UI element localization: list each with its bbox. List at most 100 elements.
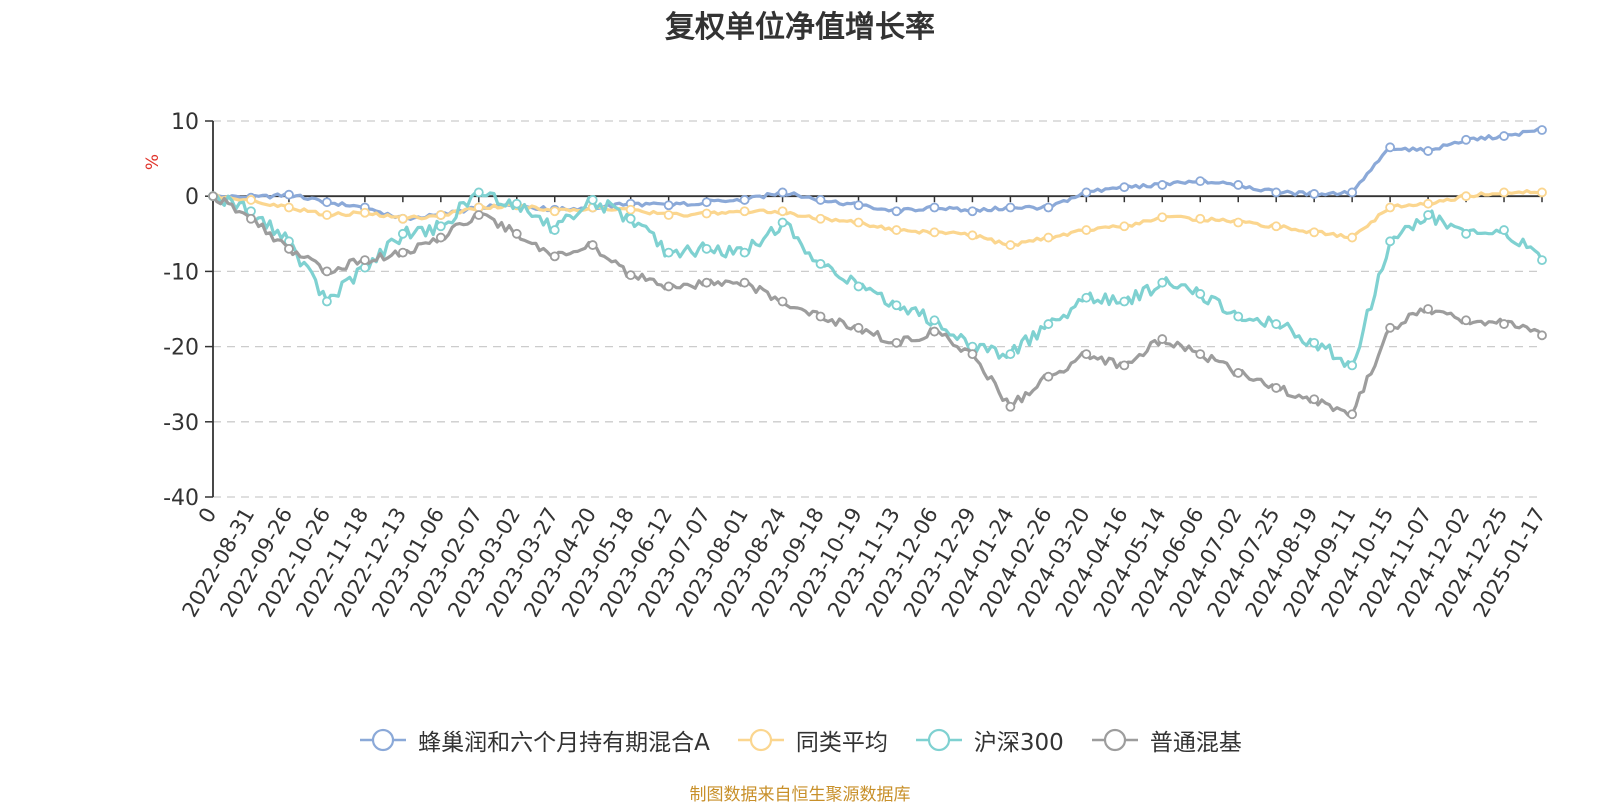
data-point (625, 270, 636, 281)
data-point (1081, 349, 1092, 360)
y-tick-label: -40 (163, 486, 199, 511)
legend-item[interactable]: 同类平均 (736, 723, 888, 757)
data-point (1119, 360, 1130, 371)
legend-item[interactable]: 普通混基 (1090, 723, 1242, 757)
data-point (511, 228, 522, 239)
data-point (1385, 236, 1396, 247)
chart-title: 复权单位净值增长率 (665, 10, 935, 45)
data-point (1233, 180, 1244, 190)
data-point (1347, 232, 1358, 243)
data-point (1309, 227, 1320, 238)
data-point (397, 228, 408, 239)
data-point (1537, 330, 1547, 341)
data-point (1195, 289, 1206, 299)
data-point (1461, 191, 1471, 202)
data-point (208, 191, 218, 202)
axis-layer (205, 120, 1543, 498)
data-point (1081, 225, 1092, 235)
data-point (1499, 225, 1509, 235)
data-point (1233, 311, 1244, 322)
data-point (322, 266, 332, 277)
data-point (1233, 368, 1244, 378)
data-point (929, 315, 940, 326)
x-tick-label: 0 (194, 504, 221, 528)
source-note: 制图数据来自恒生聚源数据库 (689, 785, 911, 805)
grid-layer (213, 120, 1542, 498)
data-point (397, 213, 408, 224)
data-point (284, 243, 294, 254)
legend-line-icon (1091, 728, 1138, 752)
legend-line-icon (915, 728, 962, 752)
data-point (1423, 146, 1433, 156)
data-point (473, 187, 484, 198)
data-point (1423, 198, 1433, 209)
data-point (1499, 187, 1509, 198)
data-point (625, 204, 636, 215)
y-tick-label: -20 (163, 336, 199, 361)
series-layer (208, 125, 1547, 420)
data-point (1385, 202, 1396, 213)
data-point (1499, 131, 1509, 141)
data-point (587, 240, 598, 250)
data-point (815, 195, 826, 205)
data-point (739, 247, 750, 258)
y-tick-label: 10 (171, 110, 199, 135)
data-point (625, 213, 636, 224)
data-point (891, 337, 902, 348)
data-point (322, 210, 332, 220)
data-point (701, 197, 712, 208)
data-point (891, 300, 902, 311)
data-point (1499, 319, 1509, 329)
data-point (1309, 189, 1320, 199)
data-point (815, 258, 826, 269)
data-point (1385, 322, 1396, 333)
data-point (967, 230, 978, 241)
data-point (1157, 277, 1168, 288)
data-point (1271, 187, 1282, 198)
data-point (1157, 334, 1168, 344)
legend-label: 普通混基 (1149, 730, 1242, 756)
data-point (1347, 360, 1358, 371)
data-point (663, 200, 674, 211)
data-point (929, 202, 940, 213)
data-point (853, 217, 864, 228)
data-point (435, 232, 446, 243)
data-point (1005, 240, 1016, 250)
data-point (777, 217, 788, 228)
data-point (701, 277, 712, 288)
legend-line-icon (737, 728, 784, 752)
data-point (891, 206, 902, 217)
legend-label: 蜂巢润和六个月持有期混合A (418, 730, 710, 756)
data-point (1271, 319, 1282, 329)
data-point (1385, 142, 1396, 153)
y-axis-unit-label: % (143, 154, 163, 170)
data-point (853, 322, 864, 333)
data-point (739, 206, 750, 217)
data-point (1195, 213, 1206, 224)
data-point (1537, 125, 1547, 135)
data-point (663, 281, 674, 292)
data-point (701, 208, 712, 219)
legend-item[interactable]: 蜂巢润和六个月持有期混合A (358, 723, 710, 757)
data-point (1005, 401, 1016, 412)
data-point (1119, 182, 1130, 193)
data-point (322, 296, 332, 307)
data-point (1005, 202, 1016, 213)
series-line-0 (212, 127, 1543, 221)
data-point (1309, 394, 1320, 405)
data-point (1195, 349, 1206, 360)
data-point (1005, 349, 1016, 360)
data-point (1461, 228, 1471, 239)
series-line-3 (211, 195, 1544, 417)
series-line-1 (212, 189, 1543, 247)
data-point (1423, 210, 1433, 220)
legend-item[interactable]: 沪深300 (914, 723, 1064, 757)
y-tick-label: 0 (185, 185, 199, 210)
data-point (853, 281, 864, 292)
data-point (1537, 255, 1547, 266)
y-tick-label: -10 (163, 260, 199, 285)
legend-label: 沪深300 (973, 730, 1064, 756)
data-point (967, 349, 978, 360)
